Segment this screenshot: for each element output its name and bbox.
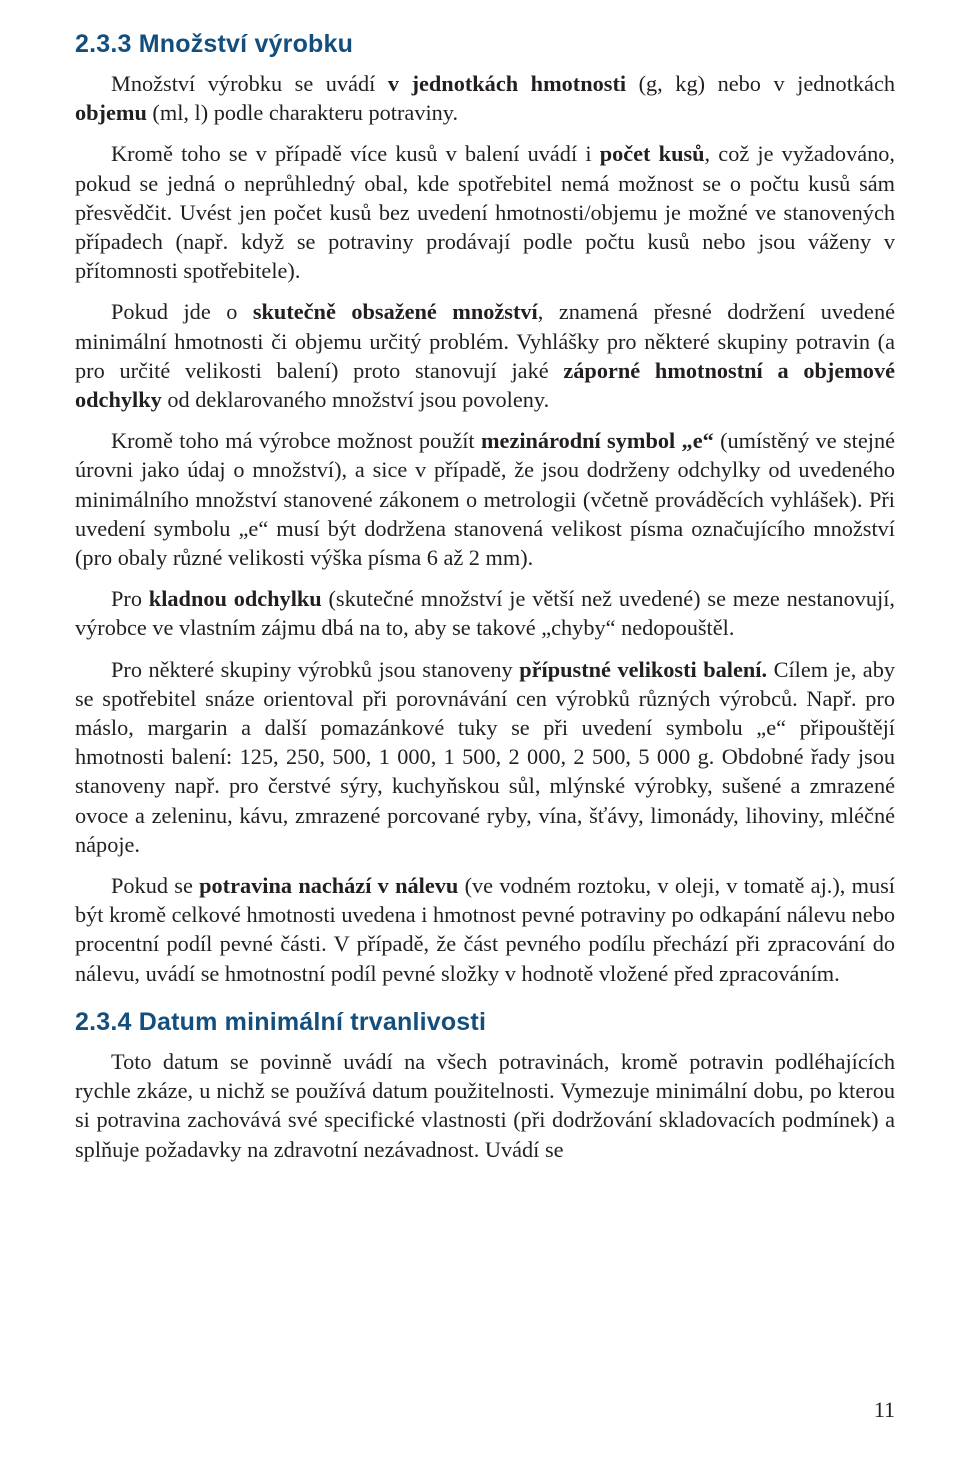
paragraph: Pokud se potravina nachází v nálevu (ve … <box>75 871 895 988</box>
paragraph: Pro některé skupiny výrobků jsou stanove… <box>75 655 895 859</box>
text: (ml, l) podle charakteru potraviny. <box>147 100 458 125</box>
section-heading-2-3-3: 2.3.3 Množství výrobku <box>75 30 895 59</box>
text: od deklarovaného množství jsou povoleny. <box>162 387 549 412</box>
text: Cílem je, aby se spotřebitel snáze orien… <box>75 657 895 857</box>
text: Toto datum se povinně uvádí na všech pot… <box>75 1049 895 1162</box>
text: Pokud se <box>111 873 199 898</box>
text: Kromě toho má výrobce možnost použít <box>111 428 481 453</box>
text: (g, kg) nebo v jednotkách <box>626 71 895 96</box>
bold-text: v jednotkách hmotnosti <box>388 71 626 96</box>
text: Množství výrobku se uvádí <box>111 71 388 96</box>
section-heading-2-3-4: 2.3.4 Datum minimální trvanlivosti <box>75 1008 895 1037</box>
bold-text: počet kusů <box>600 141 705 166</box>
bold-text: skutečně obsažené množství <box>253 299 538 324</box>
paragraph: Kromě toho má výrobce možnost použít mez… <box>75 426 895 572</box>
bold-text: potravina nachází v nálevu <box>199 873 458 898</box>
page-number: 11 <box>874 1397 895 1423</box>
bold-text: mezinárodní symbol „e“ <box>481 428 714 453</box>
text: Pro <box>111 586 149 611</box>
bold-text: kladnou odchylku <box>149 586 322 611</box>
bold-text: objemu <box>75 100 147 125</box>
paragraph: Pro kladnou odchylku (skutečné množství … <box>75 584 895 642</box>
paragraph: Pokud jde o skutečně obsažené množství, … <box>75 297 895 414</box>
paragraph: Množství výrobku se uvádí v jednotkách h… <box>75 69 895 127</box>
text: Pokud jde o <box>111 299 253 324</box>
text: Pro některé skupiny výrobků jsou stanove… <box>111 657 519 682</box>
paragraph: Toto datum se povinně uvádí na všech pot… <box>75 1047 895 1164</box>
page: 2.3.3 Množství výrobku Množství výrobku … <box>0 0 960 1481</box>
paragraph: Kromě toho se v případě více kusů v bale… <box>75 139 895 285</box>
bold-text: přípustné velikosti balení. <box>519 657 767 682</box>
text: Kromě toho se v případě více kusů v bale… <box>111 141 600 166</box>
